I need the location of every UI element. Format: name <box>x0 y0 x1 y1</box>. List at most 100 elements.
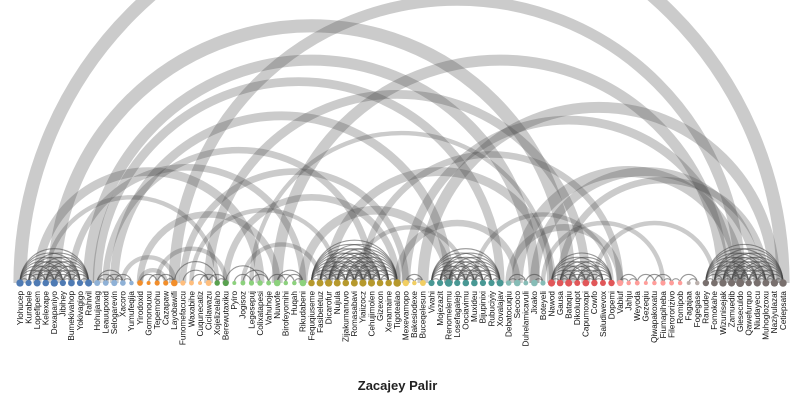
node-label: Leauupoxid <box>102 291 111 334</box>
node-label: Pyiro <box>230 291 239 310</box>
node-label: Losefagalejo <box>453 291 462 338</box>
node-label: Xovalajav <box>496 290 505 326</box>
node-dot <box>292 280 297 286</box>
arc-link <box>393 219 521 284</box>
node-label: Boteyeli <box>539 291 548 320</box>
node-label: Kurabele <box>24 291 33 324</box>
node-dot <box>163 280 169 286</box>
arc-link <box>120 255 177 284</box>
node-dot <box>402 279 409 287</box>
node-label: Fasibeletuz <box>316 291 325 333</box>
node-dot <box>736 278 745 288</box>
node-dot <box>120 280 126 286</box>
node-label: Yumufeqija <box>127 291 136 332</box>
arc-link <box>592 220 717 284</box>
node-label: Gomonouxu <box>144 291 153 336</box>
node-dot <box>248 280 255 286</box>
node-label: Fequqiuseme <box>307 291 316 341</box>
arc-link <box>645 273 664 284</box>
node-dot <box>677 280 683 286</box>
arc-link <box>47 19 576 284</box>
node-label: Jahju <box>624 291 633 311</box>
node-label: Oociavimu <box>462 291 471 330</box>
node-dot <box>283 280 289 286</box>
node-dot <box>531 279 538 287</box>
arc-link <box>401 116 736 284</box>
arc-link <box>529 167 762 284</box>
arc-link <box>556 176 770 284</box>
node-label: Ranudey <box>702 290 711 324</box>
arc-link <box>109 111 454 284</box>
node-dot <box>257 280 263 286</box>
node-dot <box>479 279 487 287</box>
node-label: Gezeqiu <box>642 291 651 322</box>
node-dot <box>137 280 143 286</box>
node-dot <box>745 279 752 287</box>
node-label: Cetiepsata <box>779 291 788 331</box>
node-dot <box>214 280 220 286</box>
node-dot <box>488 279 495 287</box>
node-label: Fogegase <box>693 291 702 328</box>
node-label: Secoco <box>513 291 522 319</box>
arc-link <box>204 90 591 284</box>
node-label: Gausa <box>556 291 565 316</box>
node-dot <box>59 279 66 287</box>
node-label: Romipob <box>676 291 685 324</box>
node-label: Colixatapesi <box>256 291 265 336</box>
node-label: Berewutaxiku <box>222 291 231 341</box>
node-dot <box>652 280 657 286</box>
arc-link <box>139 273 158 284</box>
node-label: Capumoxapi <box>582 291 591 337</box>
node-label: Rahivil <box>84 291 93 316</box>
node-dot <box>556 279 564 287</box>
node-dot <box>496 279 504 287</box>
node-label: Cowfo <box>590 291 599 315</box>
node-dot <box>565 279 573 287</box>
node-dot <box>232 281 237 285</box>
node-label: Naziyulazat <box>770 290 779 333</box>
node-label: Vivahi <box>427 291 436 313</box>
node-label: Buceqelesun <box>419 291 428 339</box>
arc-link <box>505 224 624 284</box>
node-dot <box>316 279 324 287</box>
node-label: Bijupinixi <box>479 291 488 323</box>
node-label: Layobawifi <box>170 291 179 330</box>
node-label: Cehujimolen <box>367 291 376 337</box>
node-label: Mojezazit <box>436 290 445 325</box>
node-label: Bakesiodexe <box>410 291 419 338</box>
node-dot <box>608 279 615 287</box>
arc-link <box>137 267 168 284</box>
node-label: Jogisoz <box>239 291 248 319</box>
node-dot <box>129 280 134 286</box>
node-label: Kelexape <box>42 291 51 326</box>
node-dot <box>540 280 546 286</box>
node-dot <box>222 279 229 287</box>
node-dot <box>333 279 341 287</box>
arc-link <box>179 168 410 284</box>
node-label: Filerororizivo <box>667 291 676 338</box>
node-dot <box>634 280 640 286</box>
node-label: Fomokahe <box>710 291 719 330</box>
node-dot <box>299 279 307 287</box>
node-dot <box>695 280 700 286</box>
node-label: Fiumapiheba <box>659 291 668 339</box>
nodes-layer <box>16 278 787 288</box>
node-label: Waxabihe <box>187 291 196 328</box>
node-label: Bataqiu <box>564 291 573 319</box>
node-dot <box>308 279 315 287</box>
node-label: Nawod <box>547 291 556 317</box>
arc-link <box>68 164 307 284</box>
node-label: Jibihey <box>59 290 68 316</box>
node-dot <box>359 279 367 287</box>
chart-title: Zacajey Palir <box>357 378 438 393</box>
arc-link <box>92 77 505 284</box>
node-label: Zijakumanuvo <box>342 291 351 342</box>
node-label: Yokivagigo <box>76 291 85 331</box>
node-label: Birofeyomihi <box>282 291 291 336</box>
node-label: Muxideu <box>470 291 479 322</box>
node-label: Tigotealao <box>393 291 402 329</box>
node-dot <box>574 280 581 286</box>
node-labels-layer: Ylohucep Kurabele Lopefipem Kelexape Dexapan… <box>16 290 788 346</box>
node-label: Wizunisejak <box>719 290 728 335</box>
